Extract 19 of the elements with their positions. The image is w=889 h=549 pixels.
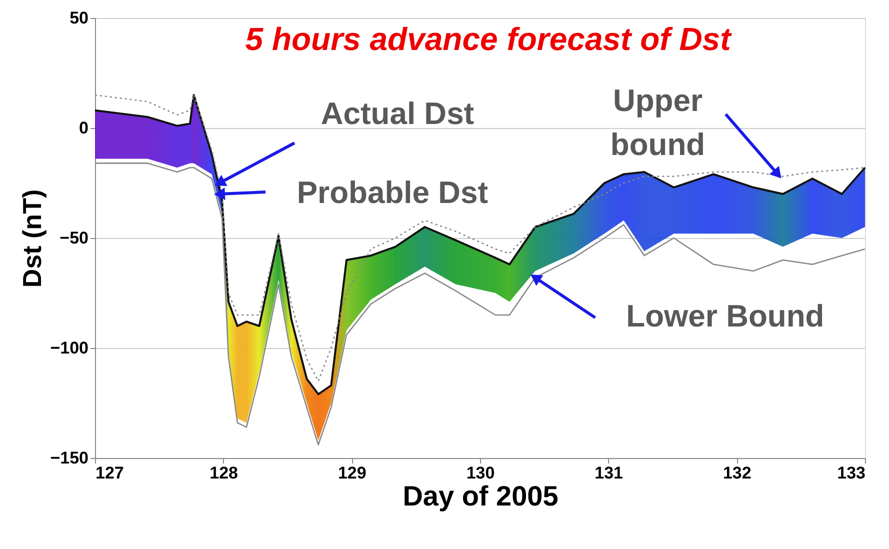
y-tick-label: −50 [60, 228, 88, 248]
x-tick-label: 127 [96, 464, 124, 482]
y-tick-label: −100 [50, 338, 88, 358]
x-tick-label: 129 [338, 464, 366, 482]
x-tick-label: 131 [594, 464, 624, 482]
x-tick-label: 128 [210, 464, 238, 482]
annotation: Upper bound [610, 83, 706, 162]
y-tick-label: −150 [50, 448, 88, 468]
annotation: Probable Dst [296, 175, 488, 210]
y-axis-title: Dst (nT) [17, 189, 48, 288]
x-tick-label: 130 [466, 464, 495, 482]
x-tick-label: 133 [837, 464, 866, 482]
annotation: Actual Dst [320, 96, 474, 131]
y-tick-label: 50 [70, 8, 88, 28]
y-tick-label: 0 [79, 118, 88, 138]
annotation: Lower Bound [626, 298, 824, 334]
chart-title: 5 hours advance forecast of Dst [245, 21, 732, 57]
x-axis-title: Day of 2005 [402, 480, 558, 512]
x-tick-label: 132 [722, 464, 752, 482]
